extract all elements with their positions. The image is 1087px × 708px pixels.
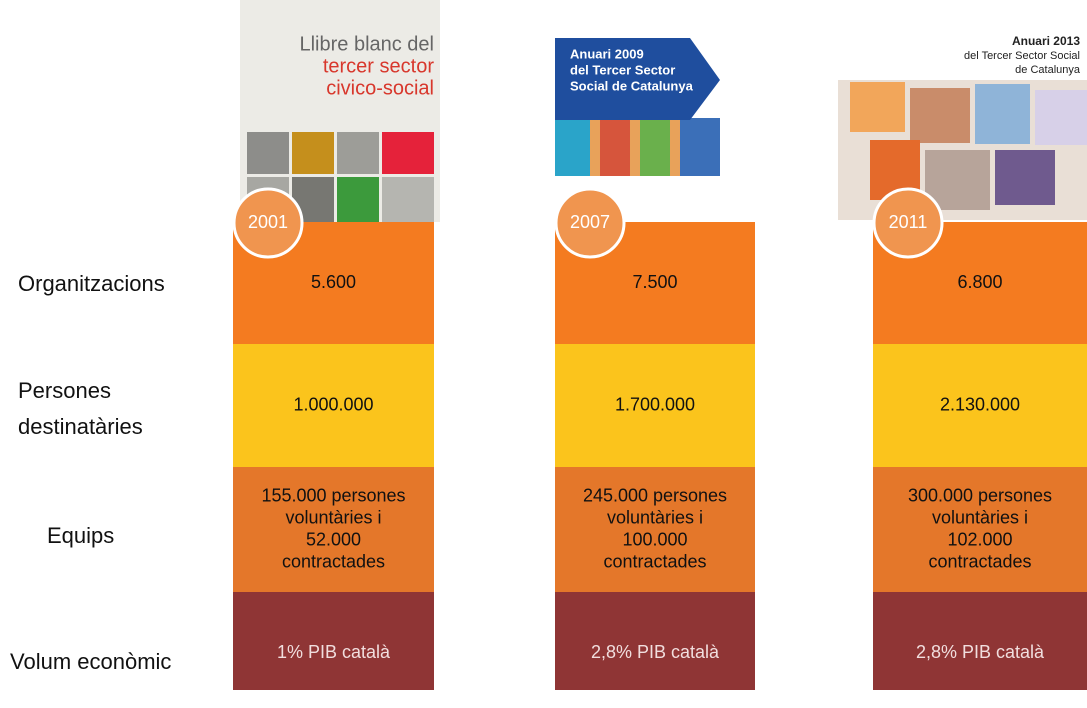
cell-value: 1.700.000 — [615, 394, 695, 414]
year-badge — [872, 187, 944, 259]
cell-value: 1% PIB català — [277, 642, 391, 662]
cell-value: 102.000 — [947, 529, 1012, 549]
cell — [873, 467, 1087, 592]
cell-value: 2,8% PIB català — [916, 642, 1045, 662]
cover-title: Social de Catalunya — [570, 78, 694, 93]
cell-value: 155.000 persones — [261, 485, 405, 505]
cover-title: de Catalunya — [1015, 64, 1081, 76]
cell-value: voluntàries i — [285, 507, 381, 527]
cell — [233, 467, 434, 592]
row-label: Volum econòmic — [10, 649, 171, 674]
cell — [555, 592, 755, 690]
row-label: destinatàries — [18, 414, 143, 439]
cover-title: Llibre blanc del — [299, 33, 434, 55]
cover-title: civico-social — [326, 77, 434, 99]
cell-value: 245.000 persones — [583, 485, 727, 505]
cover-title: del Tercer Sector — [570, 62, 675, 77]
cell-value: contractades — [282, 551, 385, 571]
row-label: Persones — [18, 378, 111, 403]
cell — [555, 467, 755, 592]
cell — [233, 592, 434, 690]
cell-value: 100.000 — [622, 529, 687, 549]
cell-value: 52.000 — [306, 529, 361, 549]
cell-value: 2,8% PIB català — [591, 642, 720, 662]
cell-value: 2.130.000 — [940, 394, 1020, 414]
cell-value: 1.000.000 — [293, 394, 373, 414]
year-label: 2001 — [248, 212, 288, 232]
cell-value: 6.800 — [957, 272, 1002, 292]
row-label: Equips — [47, 523, 114, 548]
cover-title: tercer sector — [323, 55, 434, 77]
year-badge — [554, 187, 626, 259]
cell — [873, 592, 1087, 690]
cell — [873, 344, 1087, 467]
year-badge — [232, 187, 304, 259]
year-label: 2011 — [889, 212, 928, 232]
cover-title: del Tercer Sector Social — [964, 50, 1080, 62]
row-label: Organitzacions — [18, 271, 165, 296]
year-label: 2007 — [570, 212, 610, 232]
cover-title: Anuari 2009 — [570, 46, 644, 61]
cell-value: 5.600 — [311, 272, 356, 292]
cell-value: 300.000 persones — [908, 485, 1052, 505]
cell-value: voluntàries i — [607, 507, 703, 527]
cell — [555, 344, 755, 467]
cell-value: 7.500 — [632, 272, 677, 292]
cell-value: contractades — [603, 551, 706, 571]
cover-title: Anuari 2013 — [1012, 34, 1080, 48]
cover-art — [240, 0, 1087, 222]
cell — [233, 344, 434, 467]
cell-value: contractades — [928, 551, 1031, 571]
cell-value: voluntàries i — [932, 507, 1028, 527]
